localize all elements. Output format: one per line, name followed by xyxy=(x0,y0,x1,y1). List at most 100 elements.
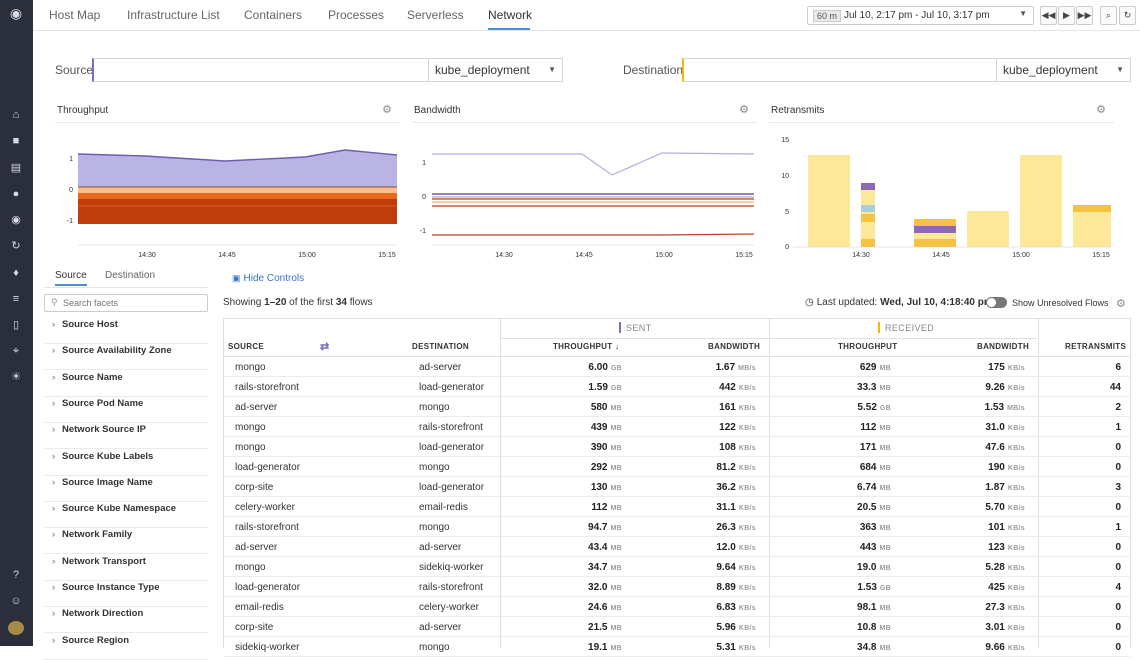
tab-host-map[interactable]: Host Map xyxy=(49,8,101,22)
hide-controls-button[interactable]: ▣ Hide Controls xyxy=(232,273,304,284)
table-row[interactable]: celery-worker email-redis 112 MB 31.1 KB/s 20.… xyxy=(224,497,1130,517)
table-row[interactable]: email-redis celery-worker 24.6 MB 6.83 KB/s 98… xyxy=(224,597,1130,617)
table-row[interactable]: load-generator rails-storefront 32.0 MB 8.89… xyxy=(224,577,1130,597)
destination-cell: load-generator xyxy=(419,482,485,493)
step-forward-button[interactable]: ▶▶ xyxy=(1076,6,1093,25)
table-row[interactable]: rails-storefront load-generator 1.59 GB 442 K… xyxy=(224,377,1130,397)
tab-destination[interactable]: Destination xyxy=(105,270,156,281)
source-cell: load-generator xyxy=(235,462,301,473)
destination-cell: mongo xyxy=(419,642,450,653)
tab-source[interactable]: Source xyxy=(55,270,87,286)
alerts-icon[interactable]: ◉ xyxy=(11,214,21,226)
facet-tabs: Source Destination xyxy=(44,266,208,288)
table-row[interactable]: corp-site load-generator 130 MB 36.2 KB/s 6.74… xyxy=(224,477,1130,497)
swap-icon[interactable]: ⇄ xyxy=(320,341,330,353)
sent-bandwidth-header[interactable]: BANDWIDTH xyxy=(708,342,761,351)
tab-containers[interactable]: Containers xyxy=(244,8,303,22)
facet-label: Source Kube Namespace xyxy=(62,503,177,515)
destination-filter-input[interactable] xyxy=(682,58,997,82)
facet-source-kube-labels[interactable]: › Source Kube Labels xyxy=(44,450,208,476)
apm-icon[interactable]: ↻ xyxy=(11,240,21,252)
source-filter-input[interactable] xyxy=(92,58,429,82)
facet-source-kube-namespace[interactable]: › Source Kube Namespace xyxy=(44,502,208,529)
received-throughput-header[interactable]: THROUGHPUT xyxy=(838,342,898,351)
facet-label: Source Name xyxy=(62,371,123,383)
zoom-out-icon[interactable]: ⌕ xyxy=(1100,6,1117,25)
received-area-dark xyxy=(78,199,397,224)
home-icon[interactable]: ⌂ xyxy=(12,109,20,121)
showing-summary: Showing 1–20 of the first 34 flows xyxy=(223,297,373,308)
step-back-button[interactable]: ◀◀ xyxy=(1040,6,1057,25)
notebooks-icon[interactable]: ▯ xyxy=(12,319,20,331)
facet-network-direction[interactable]: › Network Direction xyxy=(44,607,208,634)
help-icon[interactable]: ? xyxy=(12,569,20,581)
unresolved-flows-toggle[interactable] xyxy=(986,297,1007,308)
tab-serverless[interactable]: Serverless xyxy=(407,8,464,22)
x-tick-label: 14:30 xyxy=(495,252,513,259)
monitors-icon[interactable]: ■ xyxy=(12,135,20,147)
destination-column-header[interactable]: DESTINATION xyxy=(412,342,469,351)
source-cell: corp-site xyxy=(235,622,274,633)
source-group-select[interactable]: kube_deployment ▼ xyxy=(428,58,563,82)
gear-icon[interactable]: ⚙ xyxy=(739,104,749,116)
tab-processes[interactable]: Processes xyxy=(328,8,385,22)
retransmits-cell: 0 xyxy=(1115,462,1121,473)
received-line-low xyxy=(432,233,755,236)
team-icon[interactable]: ☺ xyxy=(10,595,22,607)
facet-source-region[interactable]: › Source Region xyxy=(44,634,208,660)
destination-cell: sidekiq-worker xyxy=(419,562,484,573)
play-button[interactable]: ▶ xyxy=(1058,6,1075,25)
received-throughput-cell: 33.3 MB xyxy=(857,382,891,393)
table-row[interactable]: mongo sidekiq-worker 34.7 MB 9.64 KB/s 19.0 MB 5… xyxy=(224,557,1130,577)
logs-icon[interactable]: ≡ xyxy=(12,293,20,305)
tab-infrastructure-list[interactable]: Infrastructure List xyxy=(127,8,220,22)
integrations-icon[interactable]: ♦ xyxy=(13,267,19,279)
facet-search-input[interactable] xyxy=(63,296,203,310)
table-row[interactable]: ad-server ad-server 43.4 MB 12.0 KB/s 443 MB 123… xyxy=(224,537,1130,557)
sent-bandwidth-cell: 6.83 KB/s xyxy=(716,602,756,613)
facet-source-name[interactable]: › Source Name xyxy=(44,371,208,397)
facet-source-pod-name[interactable]: › Source Pod Name xyxy=(44,397,208,423)
facet-source-image-name[interactable]: › Source Image Name xyxy=(44,476,208,502)
sent-bandwidth-cell: 26.3 KB/s xyxy=(716,522,756,533)
destination-group-select[interactable]: kube_deployment ▼ xyxy=(996,58,1131,82)
x-tick-label: 14:45 xyxy=(932,252,950,259)
gear-icon[interactable]: ⚙ xyxy=(1096,104,1106,116)
gear-icon[interactable]: ⚙ xyxy=(1116,298,1126,310)
table-row[interactable]: mongo rails-storefront 439 MB 122 KB/s 112 MB 31… xyxy=(224,417,1130,437)
facet-source-availability-zone[interactable]: › Source Availability Zone xyxy=(44,344,208,371)
facet-network-transport[interactable]: › Network Transport xyxy=(44,555,208,581)
table-row[interactable]: corp-site ad-server 21.5 MB 5.96 KB/s 10.8 MB 3.… xyxy=(224,617,1130,637)
gear-icon[interactable]: ⚙ xyxy=(382,104,392,116)
throughput-chart: Throughput ⚙ 1 0 -1 14:30 14:45 15:00 15… xyxy=(55,97,400,262)
source-column-header[interactable]: SOURCE xyxy=(228,342,265,351)
facet-source-host[interactable]: › Source Host xyxy=(44,318,208,344)
table-row[interactable]: mongo load-generator 390 MB 108 KB/s 171 MB 47.6… xyxy=(224,437,1130,457)
source-cell: email-redis xyxy=(235,602,284,613)
tab-network[interactable]: Network xyxy=(488,8,533,22)
facet-source-instance-type[interactable]: › Source Instance Type xyxy=(44,581,208,607)
synthetics-icon[interactable]: ⌖ xyxy=(12,345,20,357)
security-icon[interactable]: ☀ xyxy=(11,371,21,383)
table-row[interactable]: rails-storefront mongo 94.7 MB 26.3 KB/s 363 MB… xyxy=(224,517,1130,537)
retransmits-bar xyxy=(808,155,850,247)
infrastructure-icon[interactable]: ● xyxy=(12,188,20,200)
received-bandwidth-cell: 190 KB/s xyxy=(988,462,1025,473)
time-range-selector[interactable]: 60 m Jul 10, 2:17 pm - Jul 10, 3:17 pm ▼ xyxy=(807,6,1034,25)
dashboards-icon[interactable]: ▤ xyxy=(10,162,22,174)
sent-throughput-header[interactable]: THROUGHPUT ↓ xyxy=(553,342,620,351)
table-row[interactable]: sidekiq-worker mongo 19.1 MB 5.31 KB/s 34.8 MB 9… xyxy=(224,637,1130,657)
facet-network-family[interactable]: › Network Family xyxy=(44,528,208,555)
sent-throughput-cell: 21.5 MB xyxy=(588,622,622,633)
facet-network-source-ip[interactable]: › Network Source IP xyxy=(44,423,208,450)
datadog-logo-icon[interactable]: ◉ xyxy=(9,5,23,21)
sent-bandwidth-cell: 9.64 KB/s xyxy=(716,562,756,573)
retransmits-header[interactable]: RETRANSMITS xyxy=(1065,342,1127,351)
received-bandwidth-cell: 123 KB/s xyxy=(988,542,1025,553)
refresh-icon[interactable]: ↻ xyxy=(1119,6,1136,25)
received-bandwidth-header[interactable]: BANDWIDTH xyxy=(977,342,1030,351)
table-row[interactable]: load-generator mongo 292 MB 81.2 KB/s 684 MB 190… xyxy=(224,457,1130,477)
table-row[interactable]: mongo ad-server 6.00 GB 1.67 MB/s 629 MB 175 KB/s… xyxy=(224,357,1130,377)
table-row[interactable]: ad-server mongo 580 MB 161 KB/s 5.52 GB 1.53 MB/s… xyxy=(224,397,1130,417)
avatar[interactable] xyxy=(8,621,24,635)
